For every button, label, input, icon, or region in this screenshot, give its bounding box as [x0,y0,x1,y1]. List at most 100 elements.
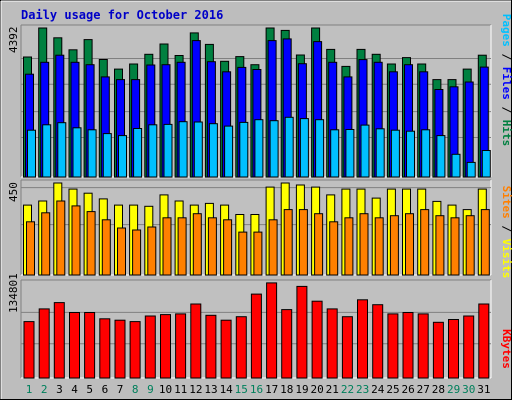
bar-kbytes-day-11 [175,313,187,379]
chart-panel-1: 4392 Pages / Files / Hits [7,14,512,178]
bar-kbytes-day-16 [250,293,262,379]
bar-sites-day-14 [223,219,233,276]
x-tick-day-28: 28 [432,383,445,396]
bar-sites-day-24 [374,217,384,276]
bar-kbytes-day-17 [266,282,278,379]
legend-hits: Hits [500,120,512,147]
bar-pages-day-26 [406,130,415,178]
bar-kbytes-day-18 [281,309,293,379]
x-tick-day-29: 29 [447,383,460,396]
x-tick-day-3: 3 [56,383,63,396]
bar-kbytes-day-7 [114,319,126,379]
x-tick-day-11: 11 [174,383,187,396]
y-max-label: 450 [7,182,20,202]
x-tick-day-10: 10 [159,383,172,396]
bar-sites-day-25 [389,215,399,276]
bar-pages-day-8 [133,128,143,178]
bar-sites-day-9 [147,226,157,276]
bar-pages-day-22 [345,129,355,178]
bar-sites-day-21 [329,221,339,276]
x-tick-day-13: 13 [204,383,217,396]
bar-sites-day-8 [132,229,142,276]
x-tick-day-31: 31 [477,383,490,396]
legend-sites: Sites [500,186,512,219]
legend-visits: Visits [500,239,512,279]
bar-pages-day-28 [436,135,446,178]
legend-kbytes: KBytes [500,329,512,369]
bar-sites-day-29 [450,217,460,276]
bar-kbytes-day-13 [205,314,217,379]
bar-sites-day-6 [101,219,111,276]
x-tick-day-16: 16 [250,383,263,396]
x-tick-day-21: 21 [326,383,339,396]
legend-separator: / [500,100,512,120]
bar-pages-day-19 [299,118,309,178]
x-tick-day-18: 18 [280,383,293,396]
bar-kbytes-day-8 [129,321,141,379]
legend-separator: / [500,219,512,239]
bar-sites-day-1 [26,221,35,276]
bar-pages-day-27 [421,129,431,178]
bar-kbytes-day-10 [160,314,171,379]
y-max-label: 4392 [7,27,20,54]
bar-kbytes-day-4 [69,312,80,379]
bar-pages-day-7 [118,135,127,178]
bar-sites-day-28 [435,215,445,276]
chart-panel-2: 450 Sites / Visits [7,179,512,279]
legend-files: Files [500,67,512,100]
bar-kbytes-day-31 [478,303,490,379]
bar-kbytes-day-21 [326,308,338,379]
bar-pages-day-16 [254,119,264,178]
bar-pages-day-6 [102,133,112,178]
bar-pages-day-31 [481,150,491,178]
bar-kbytes-day-1 [23,321,35,379]
bar-pages-day-4 [72,127,82,178]
bar-sites-day-5 [86,211,96,276]
x-tick-day-14: 14 [220,383,234,396]
bar-kbytes-day-12 [190,303,202,379]
bar-kbytes-day-24 [372,304,384,379]
bar-pages-day-3 [57,122,67,178]
x-tick-day-6: 6 [102,383,109,396]
x-tick-day-15: 15 [235,383,248,396]
bar-pages-day-2 [42,124,52,178]
x-axis-labels: 1 2 3 4 5 6 7 8 9 10 11 12 13 14 15 16 17 18 19 20 21 22 23 24 2… [26,383,491,396]
bar-kbytes-day-20 [311,300,323,379]
x-tick-day-24: 24 [371,383,385,396]
bar-pages-day-15 [239,121,249,178]
x-tick-day-7: 7 [117,383,124,396]
bar-kbytes-day-26 [402,312,414,379]
x-tick-day-1: 1 [26,383,33,396]
plot-panels: 4392 Pages / Files / Hits 450 Sites / Visit… [7,14,512,379]
x-tick-day-19: 19 [295,383,308,396]
bar-sites-day-18 [283,209,293,276]
bar-kbytes-day-25 [387,313,399,379]
bar-sites-day-31 [480,209,490,276]
x-tick-day-27: 27 [417,383,430,396]
legend-pages: Pages [500,14,512,47]
bar-sites-day-17 [268,219,278,276]
bar-sites-day-4 [71,205,81,276]
bar-pages-day-11 [178,121,188,178]
bar-sites-day-23 [359,213,369,276]
x-tick-day-9: 9 [147,383,154,396]
bar-kbytes-day-14 [220,319,232,379]
chart-panel-3: 134801 KBytes [7,273,512,379]
bar-pages-day-20 [315,119,325,178]
x-tick-day-4: 4 [71,383,78,396]
bar-sites-day-11 [177,217,187,276]
bar-sites-day-13 [207,217,217,276]
x-tick-day-22: 22 [341,383,354,396]
bar-kbytes-day-28 [432,321,444,379]
bar-kbytes-day-30 [463,315,475,379]
bar-sites-day-15 [238,231,248,276]
x-tick-day-26: 26 [401,383,414,396]
bar-pages-day-21 [330,129,340,178]
bar-pages-day-24 [375,128,385,178]
x-tick-day-25: 25 [386,383,399,396]
x-tick-day-2: 2 [41,383,48,396]
bar-pages-day-5 [87,129,97,178]
bar-pages-day-14 [224,125,234,178]
